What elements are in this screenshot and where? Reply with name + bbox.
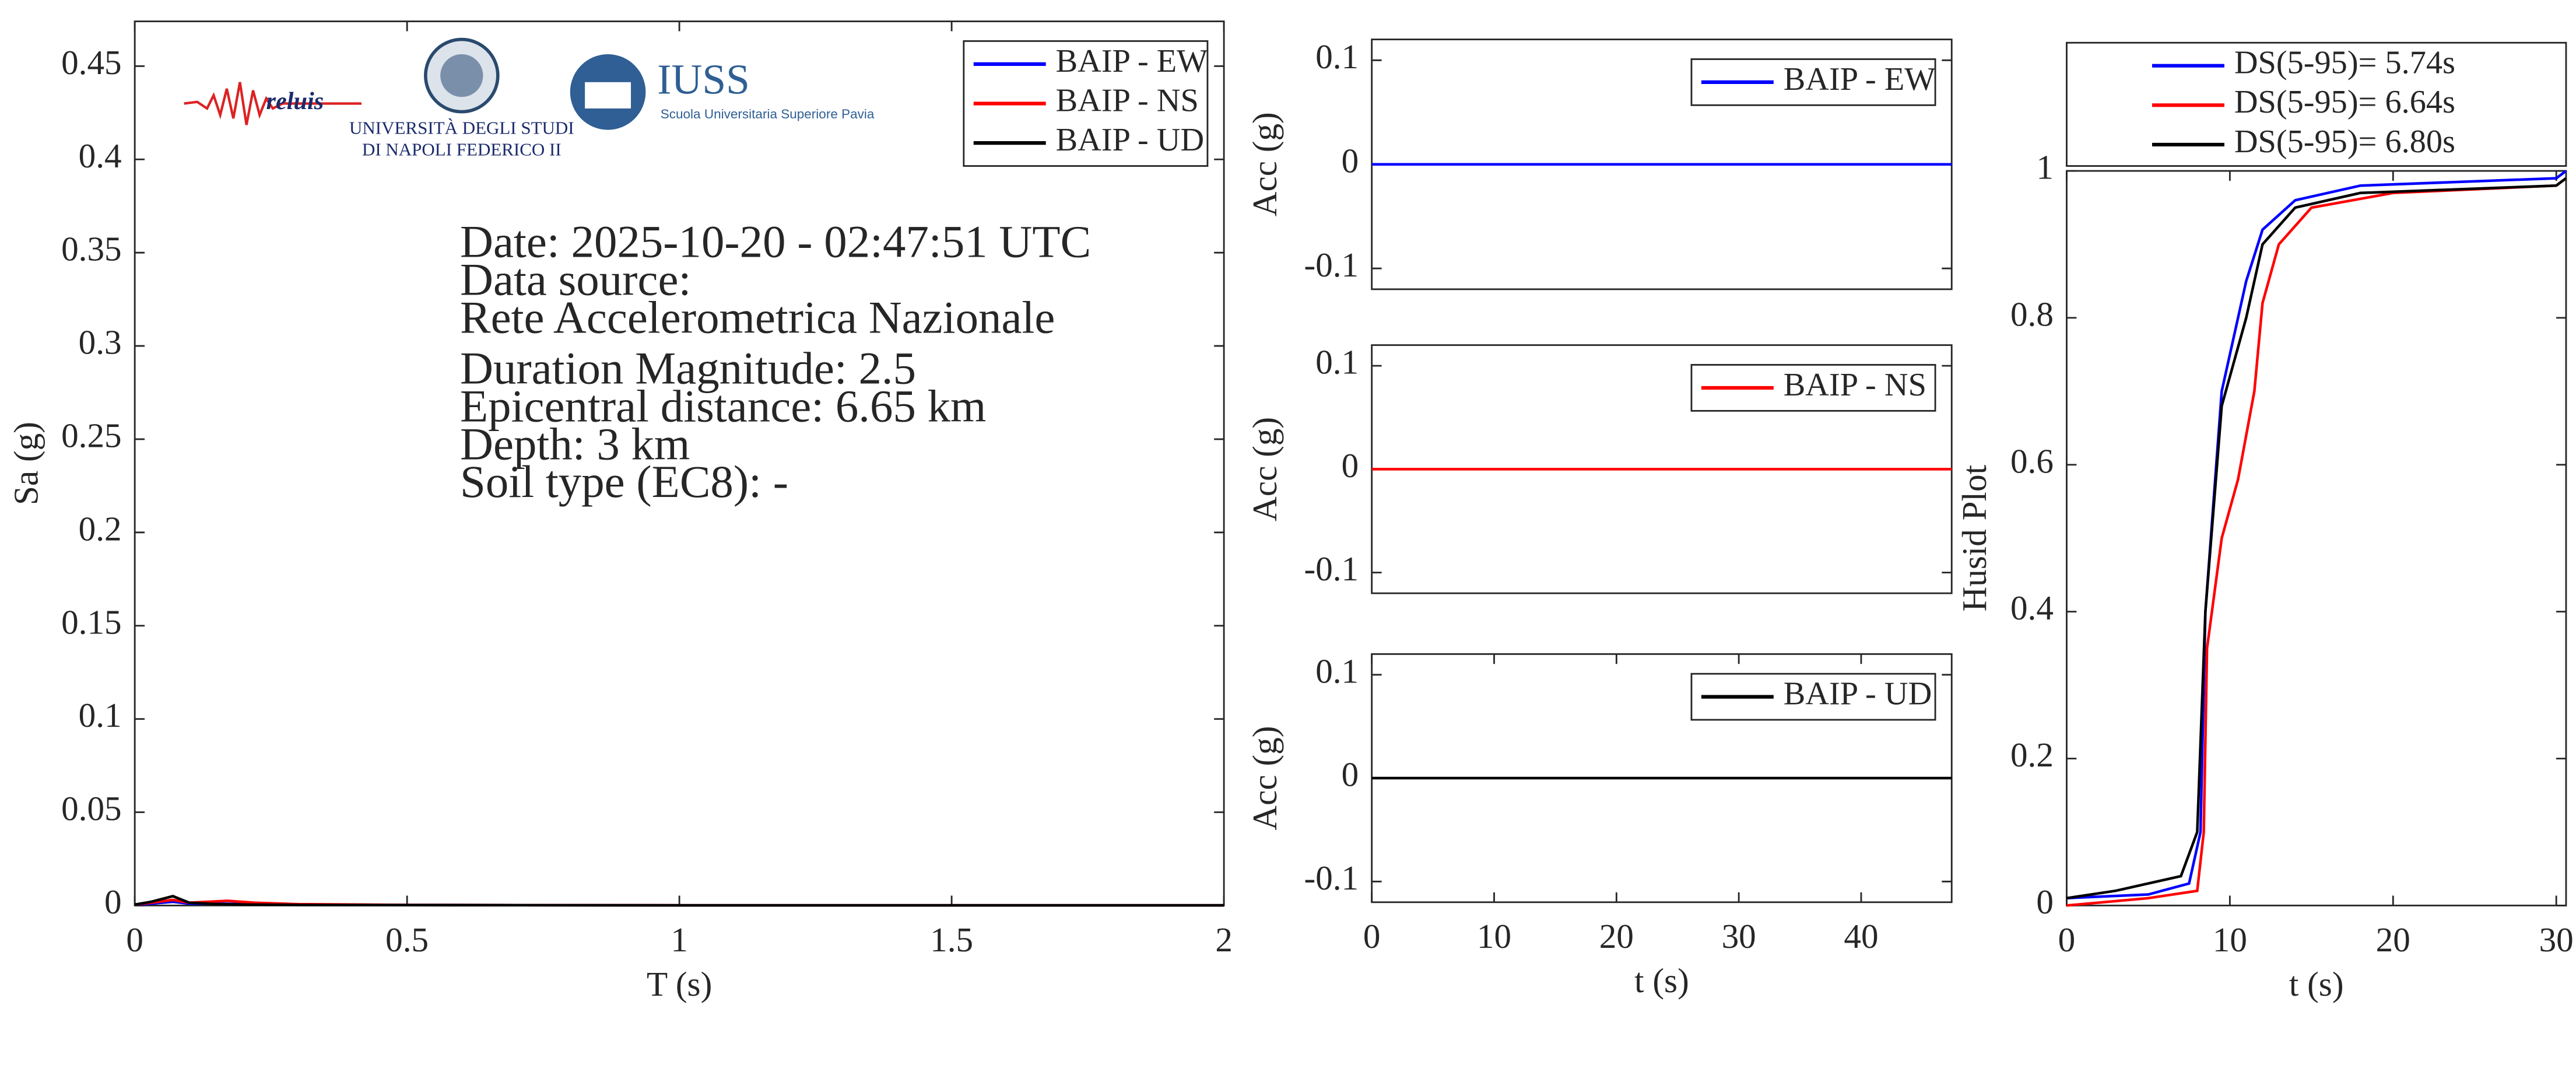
x-tick-label: 0.5: [385, 920, 429, 959]
annotation: Data source:: [460, 255, 691, 306]
y-tick-label: 0.2: [2010, 736, 2054, 774]
x-axis-label: t (s): [1634, 961, 1689, 1000]
y-tick-label: -0.1: [1304, 859, 1359, 897]
plot-area: [134, 20, 1225, 906]
y-tick-label: 0.15: [61, 603, 122, 641]
data-line: [134, 895, 1224, 907]
naples-seal-inner: [440, 54, 483, 97]
y-tick-label: 0.1: [79, 696, 122, 734]
y-axis-label: Sa (g): [6, 422, 45, 505]
data-line: [2066, 177, 2567, 907]
logo-text: Scuola Universitaria Superiore Pavia: [661, 107, 875, 121]
y-tick-label: 0.6: [2010, 442, 2054, 480]
y-tick-label: -0.1: [1304, 246, 1359, 284]
y-axis-label: Husid Plot: [1955, 464, 1994, 611]
y-tick-label: 0.4: [2010, 589, 2054, 627]
y-tick-label: 0.1: [1315, 652, 1359, 690]
logo-text: UNIVERSITÀ DEGLI STUDI: [349, 118, 574, 138]
x-tick-label: 30: [1722, 917, 1756, 955]
legend-label: BAIP - EW: [1056, 43, 1209, 79]
y-tick-label: 0: [1342, 446, 1359, 485]
y-tick-label: 0.1: [1315, 343, 1359, 381]
x-tick-label: 0: [2058, 920, 2076, 959]
y-axis-label: Acc (g): [1245, 726, 1284, 831]
y-tick-label: 0: [1342, 141, 1359, 180]
x-tick-label: 1.5: [930, 920, 973, 959]
legend-label: BAIP - UD: [1056, 122, 1205, 158]
legend-label: DS(5-95)= 6.80s: [2234, 124, 2455, 160]
logo-text: IUSS: [657, 56, 750, 103]
annotation: Date: 2025-10-20 - 02:47:51 UTC: [460, 217, 1091, 268]
y-axis-label: Acc (g): [1245, 417, 1284, 521]
logo-text: DI NAPOLI FEDERICO II: [362, 139, 561, 159]
legend-label: BAIP - NS: [1056, 82, 1199, 118]
x-tick-label: 1: [671, 920, 688, 959]
x-tick-label: 40: [1844, 917, 1878, 955]
y-axis-label: Acc (g): [1245, 112, 1284, 216]
x-tick-label: 0: [1363, 917, 1381, 955]
logo-text: reluis: [266, 87, 324, 115]
annotation: Duration Magnitude: 2.5: [460, 344, 916, 394]
y-tick-label: 1: [2036, 148, 2054, 187]
legend-label: BAIP - NS: [1784, 367, 1926, 403]
x-tick-label: 10: [1477, 917, 1511, 955]
y-tick-label: 0.3: [79, 323, 122, 362]
x-tick-label: 2: [1215, 920, 1233, 959]
y-tick-label: 0: [1342, 755, 1359, 794]
iuss-building: [585, 82, 631, 108]
y-tick-label: 0.2: [79, 509, 122, 548]
y-tick-label: 0.35: [61, 230, 122, 268]
legend-box: [2066, 41, 2567, 167]
legend-label: DS(5-95)= 5.74s: [2234, 45, 2455, 81]
logos: reluis UNIVERSITÀ DEGLI STUDI DI NAPOLI …: [184, 37, 875, 159]
y-tick-label: 0: [104, 883, 122, 921]
data-line: [2066, 177, 2567, 900]
y-tick-label: 0: [2036, 883, 2054, 921]
y-tick-label: 0.05: [61, 789, 122, 828]
y-tick-label: 0.25: [61, 416, 122, 455]
x-tick-label: 10: [2213, 920, 2247, 959]
x-tick-label: 0: [126, 920, 143, 959]
x-axis-label: T (s): [647, 965, 712, 1003]
data-line: [2066, 170, 2567, 900]
annotation: Rete Accelerometrica Nazionale: [460, 292, 1055, 343]
x-tick-label: 30: [2539, 920, 2574, 959]
x-axis-label: t (s): [2289, 965, 2344, 1003]
y-tick-label: -0.1: [1304, 549, 1359, 588]
reluis-wave: [184, 82, 362, 125]
legend-label: BAIP - UD: [1784, 676, 1932, 712]
y-tick-label: 0.4: [79, 136, 122, 175]
annotation: Soil type (EC8): -: [460, 457, 788, 507]
y-tick-label: 0.1: [1315, 37, 1359, 76]
annotation: Epicentral distance: 6.65 km: [460, 381, 986, 432]
y-tick-label: 0.45: [61, 43, 122, 82]
x-tick-label: 20: [1599, 917, 1634, 955]
plot-area: [2066, 170, 2567, 906]
annotation: Depth: 3 km: [460, 419, 690, 470]
legend-label: DS(5-95)= 6.64s: [2234, 84, 2455, 120]
y-tick-label: 0.8: [2010, 295, 2054, 333]
x-tick-label: 20: [2376, 920, 2410, 959]
legend-label: BAIP - EW: [1784, 61, 1936, 97]
